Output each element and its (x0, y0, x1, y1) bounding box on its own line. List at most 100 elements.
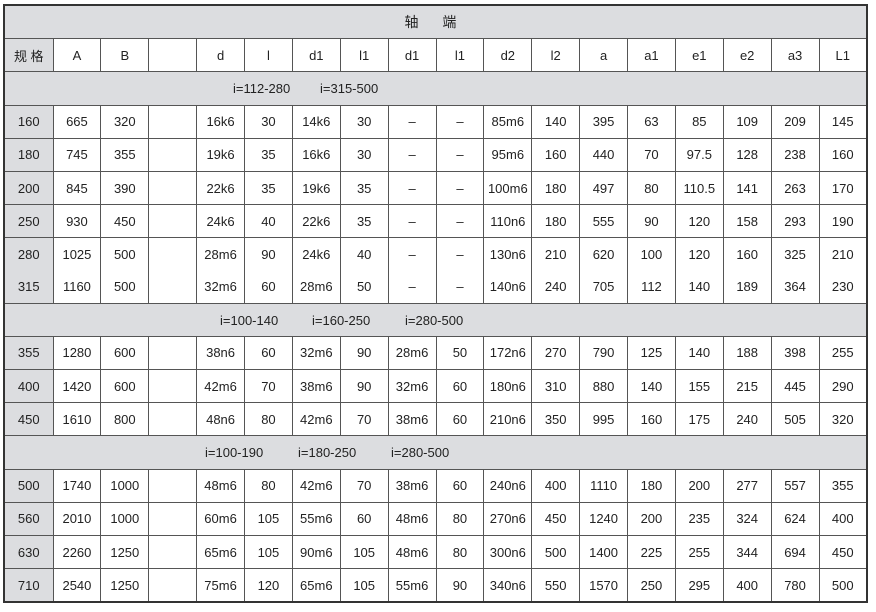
column-header: B (100, 38, 150, 73)
table-cell: 210 (531, 237, 581, 271)
table-cell: 189 (722, 270, 772, 304)
table-cell: 2540 (52, 568, 102, 603)
table-row: 400 1420 600 42m6 70 38m6 90 32m6 60 180n6 310 880 1… (3, 369, 868, 404)
table-cell: 105 (244, 501, 293, 537)
table-cell: – (387, 237, 437, 271)
table-cell: 790 (579, 335, 628, 371)
table-cell: 140 (531, 104, 581, 139)
table-row: 280 1025 500 28m6 90 24k6 40– –130n6 210 620 100 12… (3, 237, 868, 271)
table-cell: 500 (531, 534, 581, 570)
table-cell: 240 (531, 270, 581, 304)
table-cell: 40 (244, 204, 293, 239)
table-cell (148, 568, 198, 603)
table-cell: 48n6 (196, 402, 245, 437)
table-cell: 745 (52, 137, 102, 172)
ratio-range-label: i=100-140 (220, 312, 279, 328)
column-header: A (52, 38, 102, 73)
table-cell: 500 (100, 237, 150, 271)
table-cell: 50 (339, 270, 389, 304)
table-cell: 1025 (52, 237, 102, 271)
table-cell: 1280 (52, 335, 102, 371)
table-cell: 445 (770, 369, 820, 404)
table-cell: 80 (244, 468, 293, 503)
table-cell: 395 (579, 104, 628, 139)
table-cell: 38n6 (196, 335, 245, 371)
table-cell: 500 (818, 568, 868, 603)
table-cell: 1160 (52, 270, 102, 304)
table-cell: 35 (244, 137, 293, 172)
table-cell: 35 (339, 170, 389, 206)
table-cell: 38m6 (387, 402, 437, 437)
table-cell: – (435, 270, 485, 304)
table-cell: 1570 (579, 568, 628, 603)
table-cell: 128 (722, 137, 772, 172)
table-cell: 1250 (100, 534, 150, 570)
spec-cell: 500 (3, 468, 54, 503)
table-cell: 398 (770, 335, 820, 371)
column-header: a1 (627, 38, 676, 73)
column-header: e2 (722, 38, 772, 73)
table-cell: 505 (770, 402, 820, 437)
table-cell: 30 (339, 137, 389, 172)
table-cell: 105 (339, 534, 389, 570)
table-cell: 400 (818, 501, 868, 537)
table-cell: 188 (722, 335, 772, 371)
ratio-range-label: i=112-280 (233, 81, 291, 97)
table-cell: 155 (674, 369, 724, 404)
table-cell: 70 (627, 137, 676, 172)
spec-cell: 160 (3, 104, 54, 139)
table-cell: 800 (100, 402, 150, 437)
table-cell: 180 (531, 170, 581, 206)
table-cell: 344 (722, 534, 772, 570)
table-cell: 32m6 (291, 335, 341, 371)
table-cell: 440 (579, 137, 628, 172)
table-cell: 105 (244, 534, 293, 570)
table-cell: 175 (674, 402, 724, 437)
spec-cell: 280 (3, 237, 54, 271)
table-cell: 120 (674, 204, 724, 239)
column-header: 规 格 (3, 38, 54, 73)
table-row: 315 1160 500 32m6 60 28m6 50– –140n6 240 705 112 14… (3, 270, 868, 304)
table-cell: 238 (770, 137, 820, 172)
ratio-group-cell: i=100-190 i=180-250 i=280-500 (3, 435, 868, 470)
table-cell: 35 (339, 204, 389, 239)
table-cell: 230 (818, 270, 868, 304)
table-cell: 550 (531, 568, 581, 603)
table-cell (148, 402, 198, 437)
table-cell: 42m6 (291, 402, 341, 437)
table-cell: 324 (722, 501, 772, 537)
table-cell: 1740 (52, 468, 102, 503)
table-cell: 24k6 (196, 204, 245, 239)
table-cell: – (387, 170, 437, 206)
ratio-range-label: i=160-250 (312, 312, 371, 328)
table-cell: 780 (770, 568, 820, 603)
table-cell: 325 (770, 237, 820, 271)
ratio-range-label: i=180-250 (298, 445, 357, 461)
table-cell: 600 (100, 369, 150, 404)
table-cell: 42m6 (291, 468, 341, 503)
table-cell: – (387, 137, 437, 172)
table-cell: 140 (674, 335, 724, 371)
table-cell: 120 (244, 568, 293, 603)
table-cell: 60 (435, 468, 485, 503)
table-cell (148, 534, 198, 570)
column-header: L1 (818, 38, 868, 73)
table-cell: 90 (627, 204, 676, 239)
table-cell: 60 (339, 501, 389, 537)
table-cell: 50 (435, 335, 485, 371)
table-cell: 90 (244, 237, 293, 271)
table-cell: 30 (339, 104, 389, 139)
table-cell: 255 (674, 534, 724, 570)
table-cell (148, 335, 198, 371)
table-cell: 270 (531, 335, 581, 371)
table-cell: 1420 (52, 369, 102, 404)
table-cell: 38m6 (387, 468, 437, 503)
table-cell: 555 (579, 204, 628, 239)
table-cell: 845 (52, 170, 102, 206)
column-header: l (244, 38, 293, 73)
table-cell: 24k6 (291, 237, 341, 271)
table-cell: – (387, 270, 437, 304)
ratio-range-label: i=315-500 (320, 81, 379, 97)
table-cell: 390 (100, 170, 150, 206)
